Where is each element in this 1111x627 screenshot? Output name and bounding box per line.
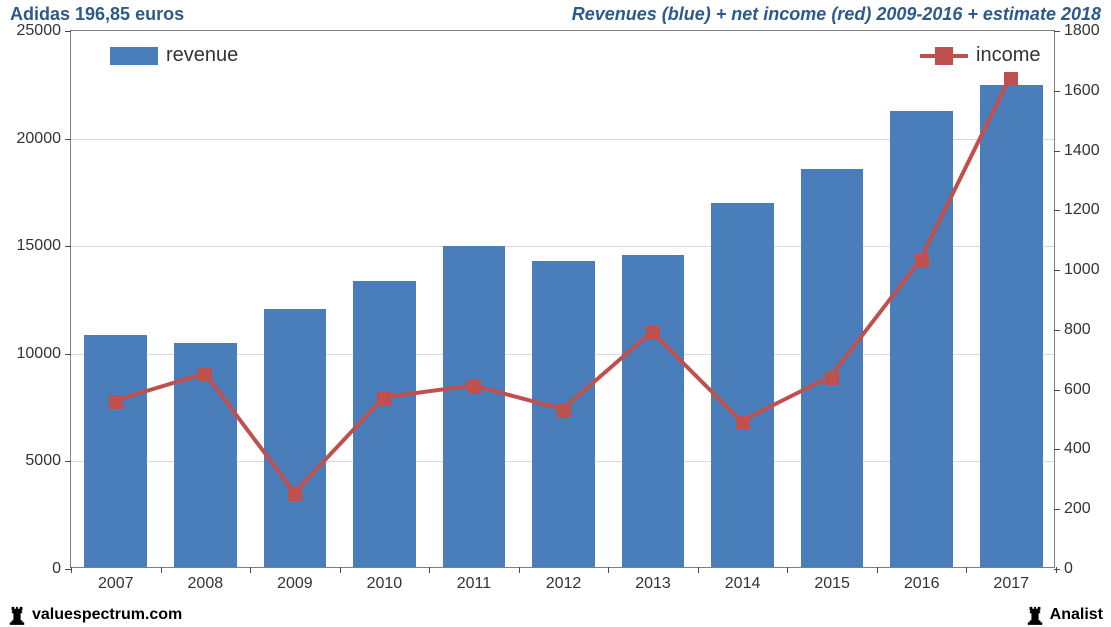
income-marker	[915, 254, 929, 268]
y-label-right: 0	[1064, 560, 1073, 578]
y-tick-right	[1054, 270, 1060, 271]
bar-revenue	[711, 203, 774, 567]
y-label-right: 800	[1064, 321, 1091, 339]
income-marker	[557, 404, 571, 418]
y-label-right: 1200	[1064, 201, 1100, 219]
x-tick	[519, 567, 520, 573]
y-label-right: 1600	[1064, 82, 1100, 100]
y-tick-right	[1054, 31, 1060, 32]
chart-footer: valuespectrum.com Analist	[0, 605, 1111, 625]
y-tick-right	[1054, 569, 1060, 570]
bar-revenue	[980, 85, 1043, 567]
rook-icon	[8, 605, 26, 625]
bar-revenue	[84, 335, 147, 567]
x-label: 2012	[546, 575, 582, 593]
y-tick-right	[1054, 449, 1060, 450]
income-marker	[288, 487, 302, 501]
footer-right: Analist	[1026, 605, 1103, 625]
bar-revenue	[353, 281, 416, 567]
y-tick-right	[1054, 151, 1060, 152]
x-tick	[1056, 567, 1057, 573]
chart-title-right: Revenues (blue) + net income (red) 2009-…	[572, 4, 1101, 25]
y-label-right: 1400	[1064, 142, 1100, 160]
bar-revenue	[801, 169, 864, 567]
bar-revenue	[264, 309, 327, 567]
y-tick-right	[1054, 91, 1060, 92]
income-marker	[198, 368, 212, 382]
income-marker	[646, 326, 660, 340]
x-label: 2015	[814, 575, 850, 593]
x-tick	[787, 567, 788, 573]
y-label-right: 400	[1064, 440, 1091, 458]
income-marker	[736, 416, 750, 430]
plot-area: 0500010000150002000025000020040060080010…	[70, 30, 1055, 568]
x-tick	[877, 567, 878, 573]
y-tick-right	[1054, 330, 1060, 331]
x-label: 2008	[188, 575, 224, 593]
x-label: 2007	[98, 575, 134, 593]
legend-label: income	[976, 44, 1040, 67]
footer-right-text: Analist	[1050, 606, 1103, 624]
x-label: 2013	[635, 575, 671, 593]
y-tick-right	[1054, 390, 1060, 391]
x-tick	[161, 567, 162, 573]
y-label-left: 0	[52, 560, 61, 578]
y-label-left: 20000	[17, 130, 62, 148]
x-tick	[608, 567, 609, 573]
y-label-left: 10000	[17, 345, 62, 363]
x-tick	[698, 567, 699, 573]
income-marker	[377, 392, 391, 406]
legend-swatch-line	[920, 46, 968, 66]
y-label-right: 1000	[1064, 261, 1100, 279]
x-label: 2009	[277, 575, 313, 593]
legend-label: revenue	[166, 44, 238, 67]
y-tick-left	[65, 31, 71, 32]
x-tick	[340, 567, 341, 573]
rook-icon	[1026, 605, 1044, 625]
bar-revenue	[622, 255, 685, 567]
x-tick	[71, 567, 72, 573]
chart-header: Adidas 196,85 euros Revenues (blue) + ne…	[0, 0, 1111, 28]
x-tick	[429, 567, 430, 573]
bar-revenue	[443, 246, 506, 567]
y-label-left: 5000	[25, 452, 61, 470]
x-label: 2014	[725, 575, 761, 593]
y-label-right: 600	[1064, 381, 1091, 399]
income-marker	[825, 371, 839, 385]
x-tick	[250, 567, 251, 573]
footer-left-text: valuespectrum.com	[32, 606, 182, 624]
y-tick-right	[1054, 509, 1060, 510]
income-marker	[1004, 72, 1018, 86]
y-label-left: 25000	[17, 22, 62, 40]
legend-swatch-bar	[110, 47, 158, 65]
legend-income: income	[920, 44, 1040, 67]
footer-left: valuespectrum.com	[8, 605, 182, 625]
y-label-right: 1800	[1064, 22, 1100, 40]
y-label-left: 15000	[17, 237, 62, 255]
x-label: 2010	[367, 575, 403, 593]
legend-revenue: revenue	[110, 44, 238, 67]
y-tick-right	[1054, 210, 1060, 211]
x-tick	[966, 567, 967, 573]
income-marker	[467, 380, 481, 394]
x-label: 2017	[993, 575, 1029, 593]
y-label-right: 200	[1064, 500, 1091, 518]
x-label: 2011	[457, 575, 491, 593]
bar-revenue	[890, 111, 953, 567]
x-label: 2016	[904, 575, 940, 593]
income-marker	[109, 395, 123, 409]
